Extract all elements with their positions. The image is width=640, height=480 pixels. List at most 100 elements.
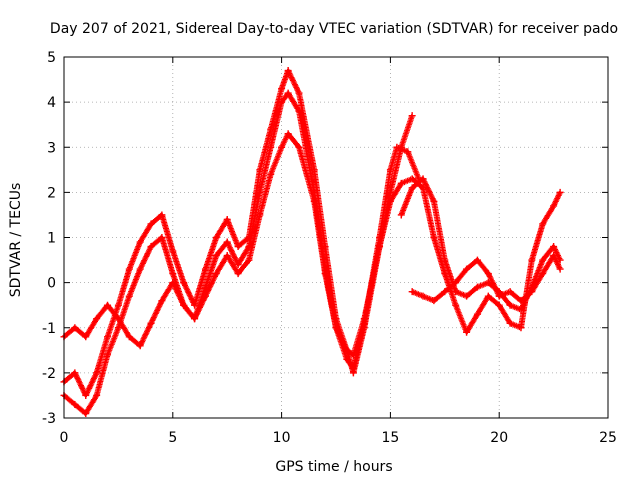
x-tick-label: 15 bbox=[381, 430, 399, 446]
data-marks bbox=[60, 67, 564, 417]
data-point bbox=[284, 89, 292, 97]
data-point bbox=[234, 270, 242, 278]
y-tick-label: 3 bbox=[47, 140, 56, 156]
data-point bbox=[495, 292, 503, 300]
data-point bbox=[517, 297, 525, 305]
data-point bbox=[278, 85, 286, 93]
data-point bbox=[556, 265, 564, 273]
data-point bbox=[71, 324, 79, 332]
data-point bbox=[93, 391, 101, 399]
data-point bbox=[539, 256, 547, 264]
data-point bbox=[430, 234, 438, 241]
data-point bbox=[441, 256, 449, 264]
data-point bbox=[376, 243, 384, 251]
data-point bbox=[310, 197, 318, 205]
data-point bbox=[397, 179, 405, 187]
data-point bbox=[343, 346, 351, 354]
data-point bbox=[125, 292, 133, 300]
data-point bbox=[104, 301, 112, 309]
series-track-2 bbox=[60, 89, 423, 417]
data-point bbox=[278, 98, 286, 106]
data-point bbox=[234, 243, 242, 251]
y-tick-label: -3 bbox=[42, 411, 56, 427]
data-point bbox=[223, 215, 231, 223]
data-point bbox=[550, 243, 558, 251]
axis-ticks: 0 5 10 15 20 25 -3 -2 -1 0 1 2 3 4 5 bbox=[42, 50, 617, 446]
y-tick-label: 5 bbox=[47, 50, 56, 66]
y-tick-label: 0 bbox=[47, 276, 56, 292]
x-tick-label: 20 bbox=[490, 430, 508, 446]
data-point bbox=[295, 143, 303, 151]
data-point bbox=[245, 256, 253, 264]
data-point bbox=[212, 234, 220, 241]
data-point bbox=[212, 252, 220, 260]
data-point bbox=[71, 400, 79, 408]
data-point bbox=[484, 292, 492, 300]
data-point bbox=[349, 351, 357, 359]
data-point bbox=[539, 270, 547, 278]
data-point bbox=[104, 333, 112, 341]
series-markers bbox=[61, 67, 415, 399]
data-point bbox=[147, 220, 155, 228]
x-tick-label: 25 bbox=[599, 430, 617, 446]
data-point bbox=[180, 301, 188, 309]
data-point bbox=[408, 175, 416, 183]
data-point bbox=[158, 297, 166, 305]
data-point bbox=[223, 238, 231, 246]
data-point bbox=[284, 67, 292, 75]
data-point bbox=[408, 288, 416, 296]
data-point bbox=[539, 220, 547, 228]
data-point bbox=[473, 310, 481, 318]
series-track-4 bbox=[397, 175, 564, 314]
data-point bbox=[169, 279, 177, 287]
x-tick-label: 5 bbox=[168, 430, 177, 446]
data-point bbox=[223, 252, 231, 260]
y-axis-label: SDTVAR / TECUs bbox=[8, 183, 24, 298]
x-tick-label: 10 bbox=[273, 430, 291, 446]
data-point bbox=[114, 315, 122, 323]
x-tick-label: 0 bbox=[60, 430, 69, 446]
data-point bbox=[517, 306, 525, 314]
data-point bbox=[284, 130, 292, 138]
data-point bbox=[180, 279, 188, 287]
data-point bbox=[147, 319, 155, 327]
data-point bbox=[528, 288, 536, 296]
data-point bbox=[310, 166, 318, 174]
data-point bbox=[360, 315, 368, 323]
data-point bbox=[397, 211, 405, 219]
data-point bbox=[136, 342, 144, 350]
data-point bbox=[256, 166, 264, 174]
data-point bbox=[125, 333, 133, 341]
data-point bbox=[295, 107, 303, 115]
data-point bbox=[393, 143, 401, 151]
data-point bbox=[430, 197, 438, 205]
data-point bbox=[321, 270, 329, 278]
y-tick-label: -1 bbox=[42, 321, 56, 337]
data-point bbox=[267, 143, 275, 151]
x-axis-label: GPS time / hours bbox=[275, 459, 392, 475]
data-point bbox=[93, 369, 101, 377]
y-tick-label: 1 bbox=[47, 231, 56, 247]
data-point bbox=[495, 301, 503, 309]
data-point bbox=[386, 197, 394, 205]
data-point bbox=[463, 292, 471, 300]
data-point bbox=[234, 261, 242, 269]
data-point bbox=[71, 369, 79, 377]
data-point bbox=[332, 324, 340, 332]
data-point bbox=[349, 364, 357, 372]
data-point bbox=[528, 256, 536, 264]
data-point bbox=[267, 170, 275, 178]
data-point bbox=[343, 355, 351, 363]
data-point bbox=[441, 288, 449, 296]
data-point bbox=[136, 265, 144, 273]
series-markers bbox=[61, 90, 422, 417]
data-point bbox=[278, 143, 286, 151]
data-point bbox=[419, 292, 427, 300]
data-point bbox=[463, 265, 471, 273]
data-point bbox=[550, 202, 558, 210]
data-point bbox=[506, 301, 514, 309]
data-point bbox=[404, 148, 412, 156]
data-point bbox=[295, 89, 303, 97]
data-point bbox=[125, 265, 133, 273]
